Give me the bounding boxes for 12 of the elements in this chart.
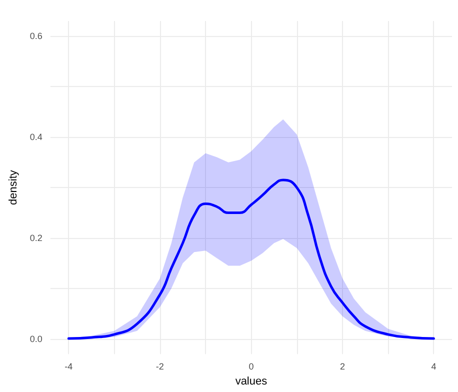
y-tick-label: 0.0 (30, 334, 42, 344)
y-tick-label: 0.2 (30, 233, 42, 244)
x-tick-label: 4 (431, 362, 436, 372)
y-tick-label: 0.4 (30, 132, 42, 142)
x-tick-label: 0 (248, 362, 254, 372)
x-tick-label: -4 (64, 362, 73, 372)
x-tick-label: -2 (156, 362, 164, 372)
x-tick-label: 2 (340, 362, 345, 372)
line-series (67, 178, 435, 340)
y-tick-label: 0.6 (30, 31, 42, 42)
y-axis-title: density (8, 170, 20, 205)
x-axis-title: values (235, 376, 268, 388)
